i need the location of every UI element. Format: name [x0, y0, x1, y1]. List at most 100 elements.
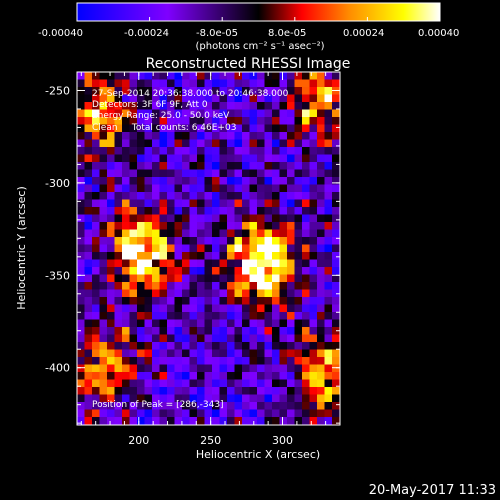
- image-pixel: [92, 289, 100, 298]
- image-pixel: [302, 252, 310, 260]
- image-pixel: [197, 162, 205, 170]
- image-pixel: [324, 169, 333, 178]
- image-pixel: [114, 372, 123, 380]
- image-pixel: [182, 297, 190, 305]
- image-pixel: [264, 379, 273, 388]
- image-pixel: [189, 282, 198, 290]
- image-pixel: [129, 79, 138, 88]
- axis-ticks: [77, 71, 341, 425]
- image-pixel: [309, 304, 318, 313]
- image-pixel: [129, 372, 138, 380]
- time-range-text: 27-Sep-2014 20:36:38.000 to 20:46:38.000: [92, 89, 289, 99]
- image-pixel: [242, 139, 250, 148]
- image-pixel: [242, 117, 250, 125]
- image-pixel: [152, 259, 160, 268]
- image-pixel: [257, 132, 265, 140]
- image-pixel: [324, 79, 333, 88]
- image-pixel: [317, 334, 325, 343]
- image-pixel: [309, 372, 318, 380]
- image-pixel: [197, 379, 205, 388]
- image-pixel: [167, 79, 175, 88]
- image-pixel: [294, 87, 303, 95]
- image-pixel: [264, 207, 273, 215]
- image-pixel: [302, 162, 310, 170]
- image-pixel: [92, 244, 100, 253]
- image-pixel: [167, 87, 175, 95]
- image-pixel: [174, 424, 183, 425]
- image-pixel: [294, 304, 303, 313]
- image-pixel: [114, 207, 123, 215]
- image-pixel: [279, 139, 288, 148]
- image-pixel: [99, 117, 108, 125]
- image-pixel: [272, 139, 280, 148]
- image-pixel: [144, 342, 153, 350]
- y-tick-label: -400: [45, 362, 70, 375]
- image-pixel: [84, 319, 93, 328]
- image-pixel: [99, 139, 108, 148]
- image-pixel: [294, 162, 303, 170]
- image-pixel: [84, 207, 93, 215]
- image-pixel: [219, 379, 228, 388]
- image-pixel: [242, 274, 250, 283]
- image-pixel: [272, 304, 280, 313]
- image-pixel: [257, 252, 265, 260]
- image-pixel: [227, 192, 235, 200]
- image-pixel: [189, 139, 198, 148]
- image-pixel: [287, 372, 295, 380]
- image-pixel: [294, 402, 303, 410]
- image-pixel: [227, 199, 235, 208]
- image-pixel: [302, 334, 310, 343]
- image-pixel: [152, 162, 160, 170]
- image-pixel: [197, 124, 205, 133]
- image-pixel: [219, 87, 228, 95]
- image-pixel: [137, 297, 145, 305]
- image-pixel: [107, 342, 115, 350]
- image-pixel: [159, 177, 168, 185]
- image-pixel: [249, 169, 258, 178]
- image-pixel: [234, 274, 243, 283]
- image-pixel: [144, 222, 153, 230]
- image-pixel: [114, 312, 123, 320]
- image-pixel: [287, 394, 295, 403]
- image-pixel: [264, 319, 273, 328]
- image-pixel: [174, 94, 183, 103]
- image-pixel: [92, 154, 100, 163]
- image-pixel: [152, 297, 160, 305]
- image-pixel: [264, 424, 273, 425]
- image-pixel: [107, 87, 115, 95]
- image-pixel: [332, 79, 340, 88]
- image-pixel: [272, 379, 280, 388]
- colorbar-tick-label: 0.00024: [343, 28, 384, 39]
- image-pixel: [249, 297, 258, 305]
- image-pixel: [264, 124, 273, 133]
- image-pixel: [339, 177, 340, 185]
- image-pixel: [122, 87, 130, 95]
- image-pixel: [204, 244, 213, 253]
- image-pixel: [257, 364, 265, 373]
- image-pixel: [317, 289, 325, 298]
- image-pixel: [84, 267, 93, 275]
- image-pixel: [137, 244, 145, 253]
- image-pixel: [137, 237, 145, 245]
- image-pixel: [152, 72, 160, 80]
- image-pixel: [114, 192, 123, 200]
- image-pixel: [204, 162, 213, 170]
- image-pixel: [167, 319, 175, 328]
- image-pixel: [219, 409, 228, 418]
- image-pixel: [189, 424, 198, 425]
- image-pixel: [99, 237, 108, 245]
- image-pixel: [332, 274, 340, 283]
- image-pixel: [302, 87, 310, 95]
- image-pixel: [84, 214, 93, 223]
- image-pixel: [212, 139, 220, 148]
- image-pixel: [272, 214, 280, 223]
- image-pixel: [167, 387, 175, 395]
- image-pixel: [309, 312, 318, 320]
- image-pixel: [204, 327, 213, 335]
- image-pixel: [189, 94, 198, 103]
- image-pixel: [242, 229, 250, 238]
- image-pixel: [152, 79, 160, 88]
- image-pixel: [219, 192, 228, 200]
- image-pixel: [339, 402, 340, 410]
- image-pixel: [174, 169, 183, 178]
